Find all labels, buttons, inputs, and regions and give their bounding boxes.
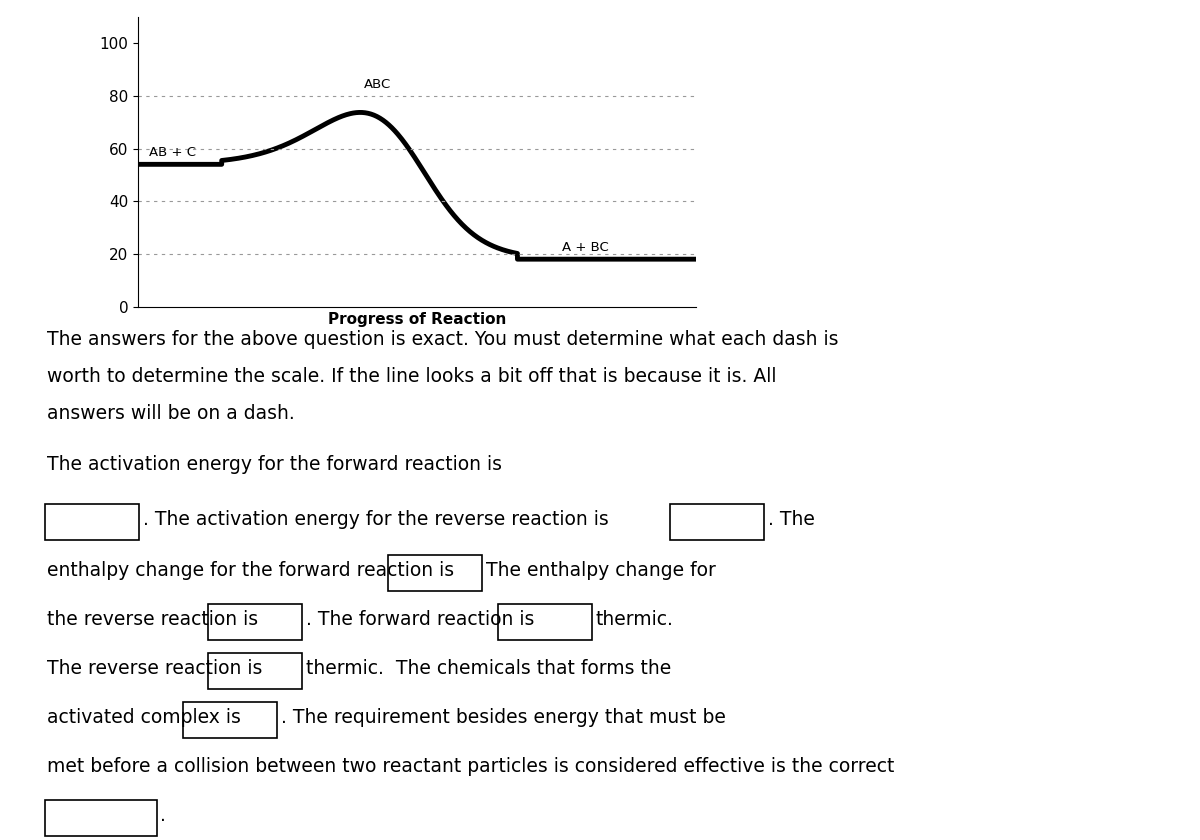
Text: . The activation energy for the reverse reaction is: . The activation energy for the reverse … xyxy=(143,510,608,529)
Text: worth to determine the scale. If the line looks a bit off that is because it is.: worth to determine the scale. If the lin… xyxy=(47,367,776,386)
Text: ABC: ABC xyxy=(365,77,391,91)
Text: . The forward reaction is: . The forward reaction is xyxy=(306,610,534,629)
Text: answers will be on a dash.: answers will be on a dash. xyxy=(47,404,295,423)
Text: The activation energy for the forward reaction is: The activation energy for the forward re… xyxy=(47,455,502,474)
Text: the reverse reaction is: the reverse reaction is xyxy=(47,610,258,629)
Text: thermic.: thermic. xyxy=(596,610,674,629)
Text: . The requirement besides energy that must be: . The requirement besides energy that mu… xyxy=(281,708,726,727)
Text: activated complex is: activated complex is xyxy=(47,708,241,727)
Text: thermic.  The chemicals that forms the: thermic. The chemicals that forms the xyxy=(306,659,671,678)
Text: . The: . The xyxy=(768,510,815,529)
Text: AB + C: AB + C xyxy=(149,146,196,159)
Text: A + BC: A + BC xyxy=(562,241,608,254)
Text: enthalpy change for the forward reaction is: enthalpy change for the forward reaction… xyxy=(47,561,454,580)
Text: The answers for the above question is exact. You must determine what each dash i: The answers for the above question is ex… xyxy=(47,330,839,349)
Text: The reverse reaction is: The reverse reaction is xyxy=(47,659,263,678)
X-axis label: Progress of Reaction: Progress of Reaction xyxy=(328,312,506,327)
Text: met before a collision between two reactant particles is considered effective is: met before a collision between two react… xyxy=(47,757,894,776)
Text: .: . xyxy=(160,806,166,825)
Text: The enthalpy change for: The enthalpy change for xyxy=(486,561,716,580)
